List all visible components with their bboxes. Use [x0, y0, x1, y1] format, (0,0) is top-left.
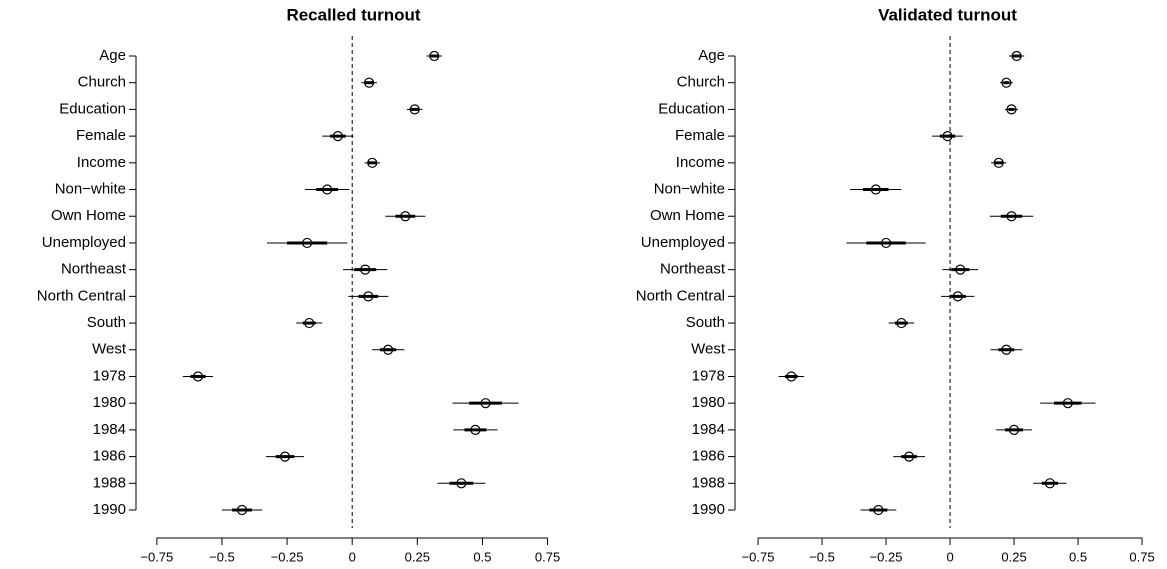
point-estimate — [1001, 77, 1012, 88]
y-tick-label: 1984 — [692, 421, 725, 438]
y-tick-label: 1978 — [93, 367, 126, 384]
point-estimate — [192, 371, 204, 382]
point-estimate — [942, 131, 953, 142]
y-tick-label: Non−white — [654, 180, 725, 197]
x-tick-label: −0.25 — [271, 549, 304, 564]
x-tick-label: 0.5 — [1069, 549, 1087, 564]
x-tick-label: −0.75 — [140, 549, 173, 564]
point-estimate — [1044, 478, 1056, 489]
x-tick-label: 0.75 — [1129, 549, 1154, 564]
point-estimate — [360, 264, 371, 275]
point-estimate — [952, 291, 963, 302]
point-estimate — [1001, 344, 1012, 355]
x-tick-label: 0.75 — [535, 549, 560, 564]
y-tick-label: Age — [698, 47, 725, 64]
y-tick-label: Unemployed — [641, 234, 725, 251]
y-tick-label: 1988 — [692, 474, 725, 491]
point-estimate — [870, 184, 881, 195]
point-estimate — [873, 504, 884, 516]
point-estimate — [456, 478, 467, 489]
y-tick-label: Education — [658, 100, 725, 117]
point-estimate — [1062, 398, 1073, 409]
point-estimate — [470, 424, 481, 435]
y-tick-label: South — [87, 314, 126, 331]
x-tick-label: 0.25 — [1001, 549, 1026, 564]
x-tick-label: −0.5 — [809, 549, 835, 564]
point-estimate — [1008, 424, 1020, 435]
y-tick-label: 1990 — [93, 501, 126, 518]
y-tick-label: West — [92, 341, 127, 358]
point-estimate — [322, 184, 333, 195]
y-tick-label: 1986 — [692, 448, 725, 465]
y-tick-label: Female — [675, 127, 725, 144]
point-estimate — [304, 317, 315, 329]
y-tick-label: North Central — [636, 287, 725, 304]
panel-title: Validated turnout — [878, 5, 1017, 24]
y-tick-label: Own Home — [51, 207, 126, 224]
point-estimate — [993, 157, 1004, 168]
x-tick-label: −0.5 — [209, 549, 235, 564]
y-tick-label: Church — [677, 74, 725, 91]
x-tick-label: −0.75 — [742, 549, 775, 564]
y-tick-label: Education — [59, 100, 126, 117]
y-tick-label: 1980 — [93, 394, 126, 411]
y-tick-label: Northeast — [61, 261, 127, 278]
panel-title: Recalled turnout — [286, 5, 420, 24]
y-tick-label: Unemployed — [42, 234, 126, 251]
x-tick-label: −0.25 — [870, 549, 903, 564]
point-estimate — [1011, 50, 1022, 62]
y-tick-label: Income — [676, 154, 725, 171]
y-tick-label: 1990 — [692, 501, 725, 518]
point-estimate — [279, 451, 291, 462]
y-tick-label: 1984 — [93, 421, 126, 438]
point-estimate — [400, 211, 411, 222]
y-tick-label: Female — [76, 127, 126, 144]
point-estimate — [880, 237, 892, 249]
x-tick-label: 0 — [946, 549, 953, 564]
point-estimate — [429, 50, 440, 62]
y-tick-label: North Central — [37, 287, 126, 304]
point-estimate — [364, 77, 375, 88]
point-estimate — [236, 504, 248, 516]
point-estimate — [903, 451, 915, 462]
point-estimate — [302, 237, 313, 249]
point-estimate — [332, 131, 343, 142]
x-tick-label: 0 — [349, 549, 356, 564]
y-tick-label: West — [691, 341, 726, 358]
y-tick-label: South — [686, 314, 725, 331]
y-tick-label: Non−white — [55, 180, 126, 197]
point-estimate — [409, 104, 420, 115]
point-estimate — [1006, 211, 1017, 222]
y-tick-label: Church — [78, 74, 126, 91]
point-estimate — [786, 371, 797, 382]
y-tick-label: Own Home — [650, 207, 725, 224]
point-estimate — [383, 344, 394, 355]
x-tick-label: 0.25 — [405, 549, 430, 564]
x-tick-label: 0.5 — [473, 549, 491, 564]
y-tick-label: 1980 — [692, 394, 725, 411]
point-estimate — [896, 317, 907, 329]
y-tick-label: 1978 — [692, 367, 725, 384]
point-estimate — [480, 398, 491, 409]
y-tick-label: 1986 — [93, 448, 126, 465]
point-estimate — [955, 264, 966, 275]
y-tick-label: Age — [99, 47, 126, 64]
y-tick-label: Income — [77, 154, 126, 171]
point-estimate — [1006, 104, 1017, 115]
y-tick-label: 1988 — [93, 474, 126, 491]
point-estimate — [363, 291, 374, 302]
point-estimate — [367, 157, 378, 168]
y-tick-label: Northeast — [660, 261, 726, 278]
